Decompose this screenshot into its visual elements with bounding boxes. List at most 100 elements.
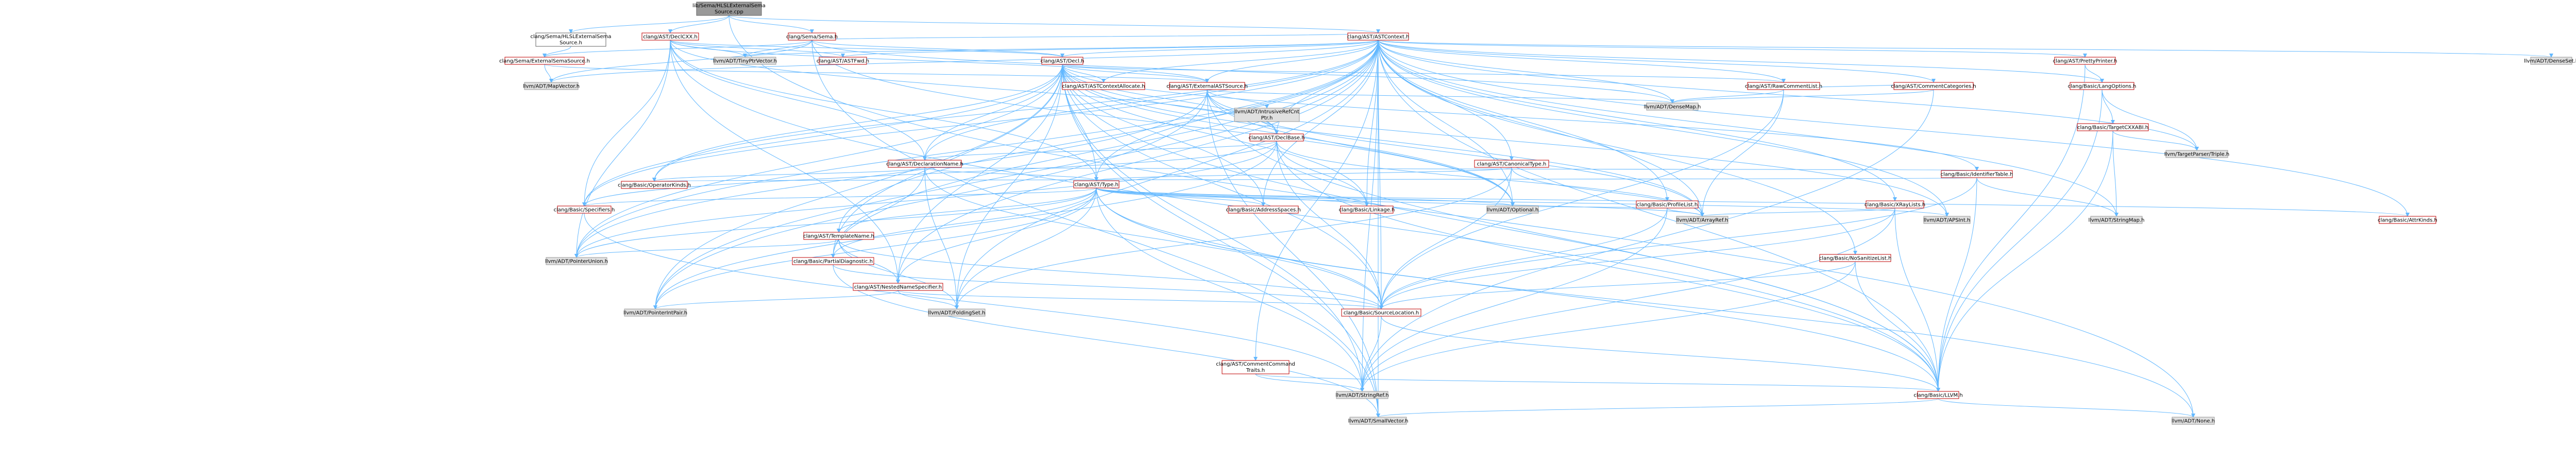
node-partialdiag[interactable]: clang/Basic/PartialDiagnostic.h [792,257,874,265]
node-smallvector[interactable]: llvm/ADT/SmallVector.h [1348,417,1409,425]
edge-astcontext-to-attrkinds [1378,40,2410,217]
graph-edges [543,15,2553,418]
edge-decl-to-apsint [1062,64,1949,217]
node-rawcomment-box [1747,82,1820,90]
edge-canontype-to-sourceloc [1379,167,1512,310]
edge-identtable-to-sourceloc [1379,177,1977,310]
edge-astcontext-to-tinyptr [743,40,1379,58]
node-addrspaces[interactable]: clang/Basic/AddressSpaces.h [1226,205,1301,214]
node-decl-label: clang/AST/Decl.h [1041,59,1084,64]
edge-astcontext-to-ptrunion [574,40,1379,258]
node-templatename[interactable]: clang/AST/TemplateName.h [803,232,874,240]
edge-astcontext-to-decl [1060,40,1379,58]
node-none[interactable]: llvm/ADT/None.h [2172,417,2215,425]
edge-nestedname-to-foldingset [897,290,959,310]
edge-declbase-to-ptrunion [574,141,1277,258]
node-stringref[interactable]: llvm/ADT/StringRef.h [1335,391,1389,399]
node-llvm_h[interactable]: clang/Basic/LLVM.h [1913,391,1963,399]
node-partialdiag-box [792,257,874,265]
node-nosanitize[interactable]: clang/Basic/NoSanitizeList.h [1819,254,1892,262]
node-xraylists[interactable]: clang/Basic/XRayLists.h [1865,200,1925,209]
node-commentcmd-label1: clang/AST/CommentCommand [1216,362,1295,367]
edge-declname-to-sourceloc [924,167,1383,310]
node-sourceloc-box [1341,308,1421,317]
edge-astcontext-to-stringref [1360,40,1379,392]
node-commentcat[interactable]: clang/AST/CommentCategories.h [1891,82,1976,90]
node-apsint[interactable]: llvm/ADT/APSInt.h [1923,216,1971,224]
node-densemap-label: llvm/ADT/DenseMap.h [1644,105,1701,110]
edge-decl-to-ctxalloc [1062,64,1106,83]
node-stringref-label: llvm/ADT/StringRef.h [1335,393,1388,399]
node-hlsl_h-label2: Source.h [560,40,582,46]
node-ptrunion[interactable]: llvm/ADT/PointerUnion.h [545,257,608,265]
edge-declbase-to-specifiers [582,141,1277,207]
node-templatename-box [803,232,874,240]
node-extastsrc[interactable]: clang/AST/ExternalASTSource.h [1166,82,1248,90]
node-linkage[interactable]: clang/Basic/Linkage.h [1339,205,1395,214]
node-sema[interactable]: clang/Sema/Sema.h [786,32,838,41]
node-opkinds[interactable]: clang/Basic/OperatorKinds.h [618,181,691,189]
edge-astcontext-to-sourceloc [1378,40,1383,310]
node-type[interactable]: clang/AST/Type.h [1073,180,1120,188]
node-mapvector-box [524,82,579,90]
node-declcxx[interactable]: clang/AST/DeclCXX.h [641,32,699,41]
node-densemapinfo[interactable]: llvm/ADT/DenseSet.h [2524,57,2576,65]
node-identtable[interactable]: clang/Basic/IdentifierTable.h [1941,170,2013,178]
edge-decl-to-rawcomment [1062,64,1786,83]
edge-astcontext-to-ptrintpair [653,40,1379,310]
node-stringref-box [1336,391,1388,399]
edge-partialdiag-to-smallvector [833,264,1380,418]
node-profilelist[interactable]: clang/Basic/ProfileList.h [1636,200,1699,209]
edge-profilelist-to-sourceloc [1379,208,1668,310]
node-tinyptr[interactable]: llvm/ADT/TinyPtrVector.h [713,57,777,65]
node-triple[interactable]: llvm/TargetParser/Triple.h [2164,150,2230,158]
edge-targetcxxabi-to-stringmap [2112,130,2119,217]
node-extsemasrc[interactable]: clang/Sema/ExternalSemaSource.h [499,57,590,65]
node-type-label: clang/AST/Type.h [1074,182,1118,188]
edge-sema-to-tinyptr [743,40,812,58]
node-stringmap[interactable]: llvm/ADT/StringMap.h [2088,216,2145,224]
node-astfwd[interactable]: clang/AST/ASTFwd.h [817,57,869,65]
node-langopts[interactable]: clang/Basic/LangOptions.h [2068,82,2137,90]
edge-extastsrc-to-unionptr1 [1207,89,1269,109]
node-ctxalloc[interactable]: clang/AST/ASTContextAllocate.h [1062,82,1145,90]
node-arrayref[interactable]: llvm/ADT/ArrayRef.h [1676,216,1728,224]
node-profilelist-label: clang/Basic/ProfileList.h [1637,202,1698,208]
node-declbase[interactable]: clang/AST/DeclBase.h [1248,133,1305,142]
node-apsint-box [1923,216,1971,224]
node-decl[interactable]: clang/AST/Decl.h [1041,57,1084,65]
node-canontype[interactable]: clang/AST/CanonicalType.h [1474,160,1549,168]
node-astcontext[interactable]: clang/AST/ASTContext.h [1347,32,1410,41]
node-targetcxxabi[interactable]: clang/Basic/TargetCXXABI.h [2077,123,2149,131]
node-declname[interactable]: clang/AST/DeclarationName.h [886,160,963,168]
node-optional[interactable]: llvm/ADT/Optional.h [1486,205,1539,214]
edge-astcontext-to-commentcat [1378,40,1936,83]
edge-xraylists-to-sourceloc [1379,208,1895,310]
node-root-label2: Source.cpp [715,9,743,15]
node-attrkinds[interactable]: clang/Basic/AttrKinds.h [2378,216,2437,224]
node-partialdiag-label: clang/Basic/PartialDiagnostic.h [793,259,873,265]
edge-declbase-to-declname [923,141,1277,161]
node-opkinds-label: clang/Basic/OperatorKinds.h [618,183,691,188]
edge-astcontext-to-astfwd [841,40,1379,58]
edge-commentcmd-to-llvm_h [1255,373,1940,392]
node-mapvector[interactable]: llvm/ADT/MapVector.h [523,82,580,90]
edge-decl-to-ptrunion [574,64,1063,258]
node-nosanitize-label: clang/Basic/NoSanitizeList.h [1819,256,1892,262]
edge-nosanitize-to-stringref [1360,261,1856,392]
node-ptrintpair[interactable]: llvm/ADT/PointerIntPair.h [623,308,687,317]
node-type-box [1073,180,1120,188]
node-foldingset[interactable]: llvm/ADT/FoldingSet.h [928,308,986,317]
node-densemap[interactable]: llvm/ADT/DenseMap.h [1644,102,1701,111]
node-nestedname[interactable]: clang/AST/NestedNameSpecifier.h [853,283,943,291]
edge-llvm_h-to-none [1938,398,2195,418]
node-sourceloc[interactable]: clang/Basic/SourceLocation.h [1341,308,1421,317]
node-rawcomment[interactable]: clang/AST/RawCommentList.h [1745,82,1822,90]
edge-sema-to-decl [811,40,1064,58]
node-specifiers[interactable]: clang/Basic/Specifiers.h [554,205,615,214]
node-prettyprinter[interactable]: clang/AST/PrettyPrinter.h [2053,57,2117,65]
